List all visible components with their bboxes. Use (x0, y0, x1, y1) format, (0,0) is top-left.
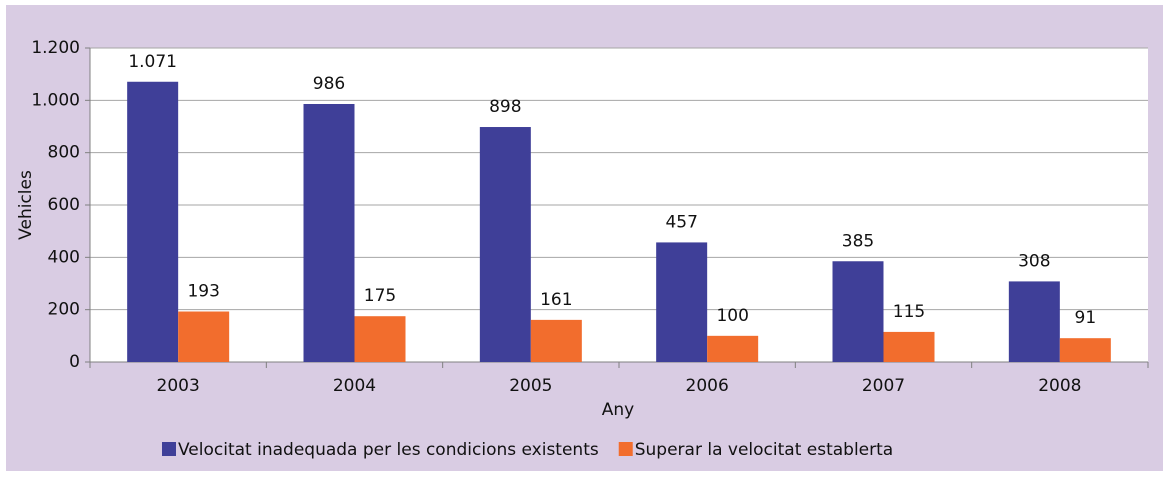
x-tick-label: 2006 (686, 376, 729, 396)
bar (1059, 338, 1111, 362)
bar (1008, 281, 1060, 362)
bar (883, 331, 935, 362)
data-label: 91 (1075, 308, 1097, 328)
x-tick-label: 2004 (333, 376, 376, 396)
data-label: 115 (893, 302, 925, 322)
data-label: 100 (716, 306, 748, 326)
bar (707, 335, 759, 362)
bar (656, 242, 708, 362)
data-label: 385 (842, 231, 874, 251)
legend-label: Velocitat inadequada per les condicions … (178, 440, 599, 460)
y-axis-title: Vehicles (16, 170, 36, 240)
bar (354, 316, 406, 362)
bar (479, 127, 531, 362)
data-label: 308 (1018, 251, 1050, 271)
x-axis-title: Any (602, 400, 634, 420)
legend-label: Superar la velocitat establerta (635, 440, 893, 460)
data-label: 1.071 (128, 52, 177, 72)
data-label: 161 (540, 290, 572, 310)
y-tick-label: 800 (48, 143, 80, 163)
legend-swatch (162, 442, 176, 456)
bar (178, 311, 230, 362)
y-tick-label: 0 (69, 352, 80, 372)
x-tick-label: 2003 (157, 376, 200, 396)
data-label: 457 (665, 212, 697, 232)
x-tick-label: 2007 (862, 376, 905, 396)
y-tick-label: 400 (48, 247, 80, 267)
bar (127, 81, 179, 362)
data-label: 193 (187, 281, 219, 301)
data-label: 898 (489, 97, 521, 117)
data-label: 175 (364, 286, 396, 306)
bar (530, 319, 582, 362)
y-tick-label: 1.200 (31, 38, 80, 58)
x-tick-label: 2008 (1038, 376, 1081, 396)
x-tick-label: 2005 (509, 376, 552, 396)
bar (832, 261, 884, 362)
bar (303, 103, 355, 362)
data-label: 986 (313, 74, 345, 94)
y-tick-label: 1.000 (31, 90, 80, 110)
y-tick-label: 200 (48, 300, 80, 320)
y-tick-label: 600 (48, 195, 80, 215)
legend-swatch (618, 442, 633, 456)
